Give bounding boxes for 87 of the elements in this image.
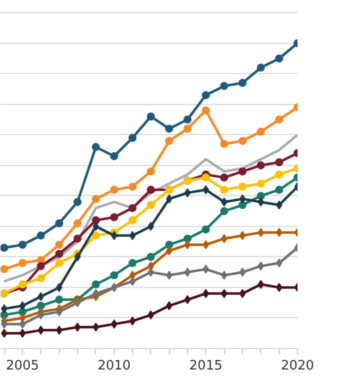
point <box>19 328 26 338</box>
point <box>129 316 136 326</box>
point <box>55 259 64 268</box>
point <box>0 244 8 252</box>
point <box>128 216 136 224</box>
point <box>275 170 284 178</box>
point <box>184 240 191 250</box>
point <box>184 116 192 124</box>
point <box>202 106 210 114</box>
point <box>55 219 64 228</box>
point <box>18 280 26 288</box>
point <box>220 140 228 148</box>
point <box>184 188 191 198</box>
point <box>238 167 246 176</box>
point <box>238 182 246 191</box>
x-tick-label: 2005 <box>6 358 40 374</box>
point <box>184 268 191 277</box>
point <box>0 265 8 274</box>
point <box>276 228 282 237</box>
point <box>129 231 136 240</box>
point <box>184 295 191 304</box>
point <box>146 186 155 194</box>
point <box>258 228 264 237</box>
point <box>128 259 136 268</box>
point <box>18 259 26 268</box>
point <box>146 167 155 176</box>
point <box>165 124 174 133</box>
x-tick-label: 2010 <box>98 358 131 374</box>
point <box>165 136 174 145</box>
x-tick-label: 2015 <box>189 358 222 374</box>
point <box>202 174 210 182</box>
point <box>92 194 100 203</box>
point <box>256 180 265 188</box>
point <box>165 240 174 249</box>
point <box>146 201 155 210</box>
point <box>74 298 81 308</box>
point <box>92 232 100 240</box>
point <box>184 124 192 133</box>
point <box>110 152 118 160</box>
point <box>220 82 228 90</box>
point <box>74 234 82 243</box>
point <box>239 231 246 240</box>
point <box>55 250 64 258</box>
point <box>110 213 118 222</box>
point <box>74 198 82 206</box>
point <box>220 174 228 182</box>
point <box>256 128 265 136</box>
point <box>74 322 81 332</box>
point <box>36 262 45 270</box>
point <box>92 143 100 152</box>
point <box>18 240 26 249</box>
point <box>238 136 246 145</box>
point <box>202 225 210 234</box>
point <box>256 64 265 72</box>
point <box>146 112 155 120</box>
point <box>129 276 136 286</box>
point <box>36 274 45 282</box>
point <box>238 201 246 210</box>
point <box>74 219 82 228</box>
point <box>202 91 210 100</box>
point <box>146 252 155 261</box>
point <box>19 320 26 329</box>
point <box>128 134 136 142</box>
point <box>92 280 100 288</box>
point <box>256 161 265 170</box>
point <box>128 182 136 191</box>
point <box>275 158 284 166</box>
point <box>220 207 228 216</box>
point <box>256 192 265 200</box>
point <box>239 194 246 204</box>
point <box>239 268 246 277</box>
point <box>275 186 284 194</box>
point <box>55 296 64 304</box>
point <box>36 232 45 240</box>
point <box>110 186 118 194</box>
point <box>19 301 26 310</box>
point <box>238 78 246 87</box>
x-tick-label: 2020 <box>280 358 314 374</box>
point <box>275 54 284 62</box>
point <box>55 240 64 249</box>
point <box>110 271 118 280</box>
point <box>128 204 136 212</box>
point <box>74 252 81 262</box>
point <box>275 116 284 124</box>
point <box>184 234 192 243</box>
point <box>239 289 246 298</box>
point <box>220 186 228 194</box>
